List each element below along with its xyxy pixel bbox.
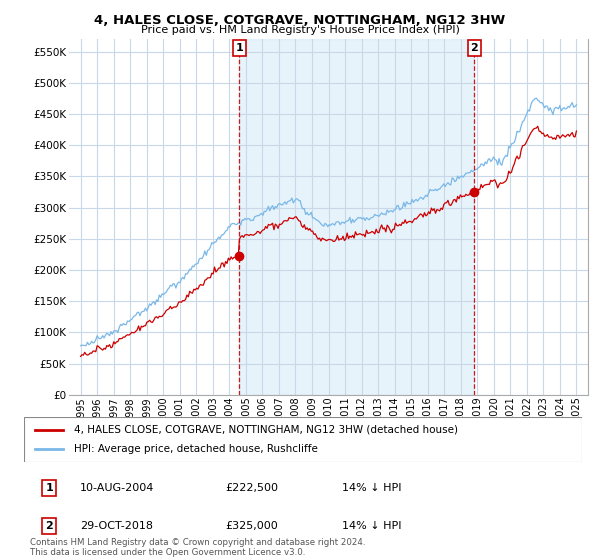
Text: 4, HALES CLOSE, COTGRAVE, NOTTINGHAM, NG12 3HW: 4, HALES CLOSE, COTGRAVE, NOTTINGHAM, NG… xyxy=(94,14,506,27)
Text: Price paid vs. HM Land Registry's House Price Index (HPI): Price paid vs. HM Land Registry's House … xyxy=(140,25,460,35)
Text: 1: 1 xyxy=(235,43,243,53)
Text: 2: 2 xyxy=(470,43,478,53)
Text: 2: 2 xyxy=(45,521,53,531)
Text: £325,000: £325,000 xyxy=(225,521,278,531)
Text: 14% ↓ HPI: 14% ↓ HPI xyxy=(342,483,401,493)
Text: 14% ↓ HPI: 14% ↓ HPI xyxy=(342,521,401,531)
Text: HPI: Average price, detached house, Rushcliffe: HPI: Average price, detached house, Rush… xyxy=(74,445,318,455)
Text: 4, HALES CLOSE, COTGRAVE, NOTTINGHAM, NG12 3HW (detached house): 4, HALES CLOSE, COTGRAVE, NOTTINGHAM, NG… xyxy=(74,424,458,435)
Text: Contains HM Land Registry data © Crown copyright and database right 2024.
This d: Contains HM Land Registry data © Crown c… xyxy=(30,538,365,557)
FancyBboxPatch shape xyxy=(24,417,582,462)
Text: 29-OCT-2018: 29-OCT-2018 xyxy=(80,521,153,531)
Text: 1: 1 xyxy=(45,483,53,493)
Text: £222,500: £222,500 xyxy=(225,483,278,493)
Text: 10-AUG-2004: 10-AUG-2004 xyxy=(80,483,154,493)
